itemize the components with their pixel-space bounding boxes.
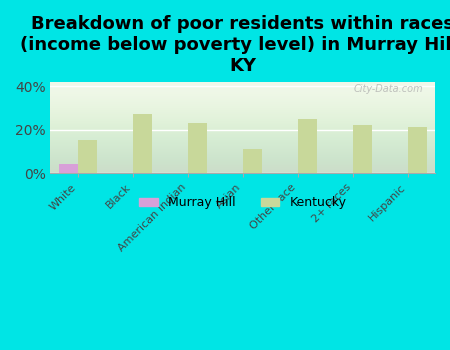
Bar <box>243 149 262 173</box>
Bar <box>133 114 152 173</box>
Bar <box>78 140 97 173</box>
Bar <box>188 123 207 173</box>
Bar <box>353 125 372 173</box>
Bar <box>59 164 78 173</box>
Legend: Murray Hill, Kentucky: Murray Hill, Kentucky <box>134 191 351 215</box>
Bar <box>408 127 427 173</box>
Title: Breakdown of poor residents within races
(income below poverty level) in Murray : Breakdown of poor residents within races… <box>21 15 450 75</box>
Text: City-Data.com: City-Data.com <box>354 84 423 94</box>
Bar <box>297 119 317 173</box>
